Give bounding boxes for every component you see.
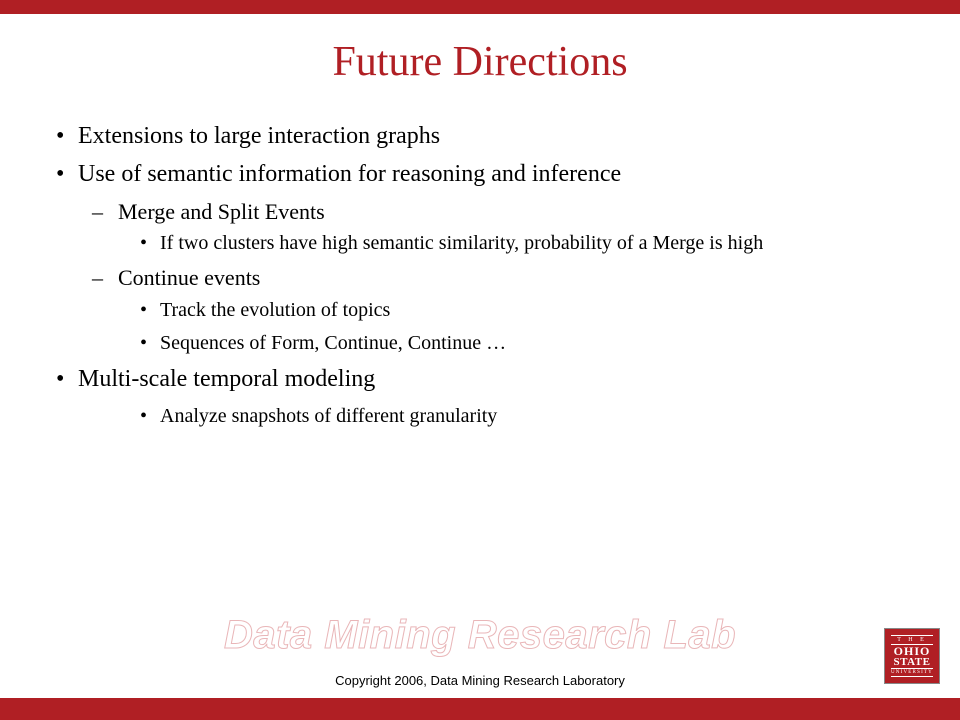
sub-bullet-list: Merge and Split Events If two clusters h… — [78, 197, 910, 357]
sub-sub-bullet-item: Analyze snapshots of different granulari… — [78, 403, 910, 430]
sub-sub-bullet-item: Track the evolution of topics — [118, 297, 910, 324]
bullet-text: If two clusters have high semantic simil… — [160, 232, 763, 254]
slide-body: Future Directions Extensions to large in… — [0, 14, 960, 430]
bullet-text: Sequences of Form, Continue, Continue … — [160, 332, 506, 354]
sub-sub-bullet-list: Track the evolution of topics Sequences … — [118, 297, 910, 357]
bullet-item: Use of semantic information for reasonin… — [50, 158, 910, 357]
bullet-list: Extensions to large interaction graphs U… — [50, 120, 910, 430]
logo-state: STATE — [891, 657, 933, 668]
ohio-state-logo: T H E OHIO STATE UNIVERSITY — [884, 628, 940, 684]
sub-bullet-list: . Analyze snapshots of different granula… — [78, 402, 910, 431]
bullet-text: Track the evolution of topics — [160, 299, 390, 321]
sub-sub-bullet-list: Analyze snapshots of different granulari… — [78, 403, 910, 430]
bullet-text: Analyze snapshots of different granulari… — [160, 405, 497, 427]
bullet-text: Multi-scale temporal modeling — [78, 366, 375, 392]
slide-title: Future Directions — [50, 38, 910, 86]
bullet-text: Continue events — [118, 265, 260, 290]
bullet-text: Use of semantic information for reasonin… — [78, 161, 621, 187]
bottom-accent-bar — [0, 698, 960, 720]
sub-sub-bullet-item: Sequences of Form, Continue, Continue … — [118, 330, 910, 357]
bullet-text: Merge and Split Events — [118, 199, 325, 224]
sub-bullet-item: . Analyze snapshots of different granula… — [78, 402, 910, 431]
top-accent-bar — [0, 0, 960, 14]
logo-university: UNIVERSITY — [891, 668, 933, 677]
sub-sub-bullet-list: If two clusters have high semantic simil… — [118, 230, 910, 257]
watermark-text: Data Mining Research Lab — [224, 613, 736, 658]
bullet-item: Multi-scale temporal modeling . Analyze … — [50, 363, 910, 430]
bullet-text: Extensions to large interaction graphs — [78, 123, 440, 149]
sub-bullet-item: Continue events Track the evolution of t… — [78, 263, 910, 357]
copyright-text: Copyright 2006, Data Mining Research Lab… — [0, 673, 960, 688]
bullet-item: Extensions to large interaction graphs — [50, 120, 910, 152]
sub-sub-bullet-item: If two clusters have high semantic simil… — [118, 230, 910, 257]
sub-bullet-item: Merge and Split Events If two clusters h… — [78, 197, 910, 258]
